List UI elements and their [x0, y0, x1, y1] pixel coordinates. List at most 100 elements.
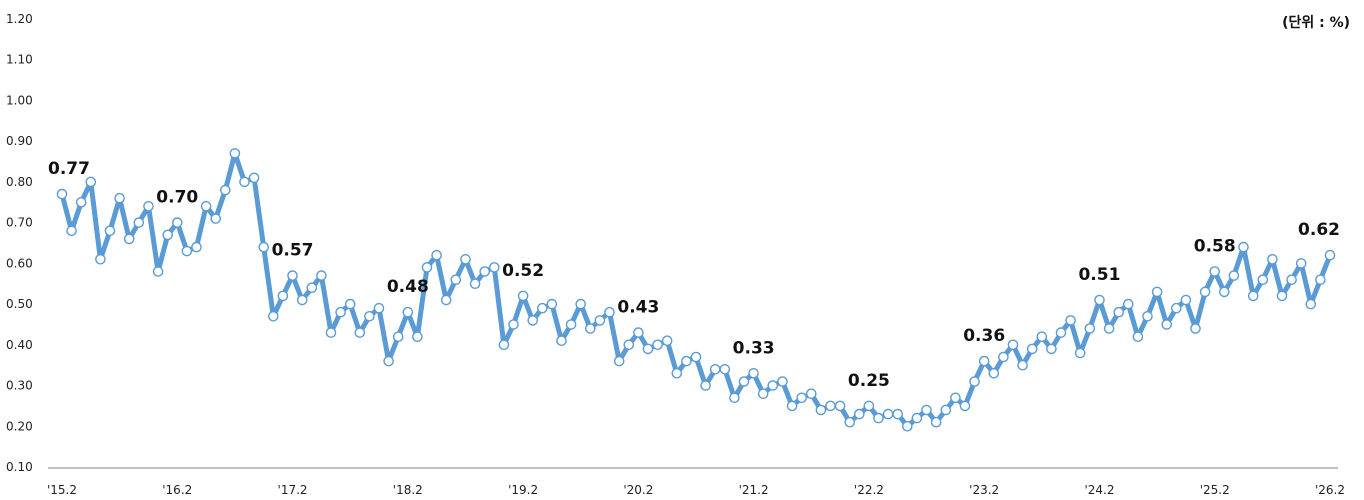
data-label: 0.57: [272, 241, 314, 261]
data-point: [344, 298, 356, 310]
data-point: [1151, 286, 1163, 298]
data-point: [95, 253, 106, 265]
data-point: [104, 225, 116, 237]
data-point: [412, 331, 423, 343]
data-point: [604, 306, 615, 318]
y-tick-label: 0.40: [6, 338, 33, 352]
data-point: [1123, 298, 1134, 310]
data-point: [844, 416, 856, 428]
data-point: [642, 343, 654, 355]
data-point: [882, 408, 894, 420]
data-point: [1199, 286, 1211, 298]
y-tick-label: 0.10: [6, 460, 33, 474]
data-point: [469, 278, 481, 290]
data-point: [316, 270, 327, 281]
data-point: [700, 380, 711, 391]
data-point: [325, 327, 337, 338]
data-point: [1065, 315, 1076, 326]
data-point: [1324, 249, 1336, 261]
x-axis-ticks: '15.2 '16.2 '17.2 '18.2 '19.2 '20.2 '21.2 '22.2…: [47, 483, 1345, 497]
data-point: [834, 400, 846, 412]
x-tick-label: '25.2: [1200, 483, 1230, 497]
data-label: 0.77: [48, 159, 90, 179]
data-point: [902, 420, 913, 432]
y-tick-label: 1.20: [6, 12, 33, 26]
data-point: [1132, 331, 1144, 343]
data-point: [988, 367, 1000, 379]
data-label: 0.58: [1194, 237, 1236, 257]
data-point: [488, 262, 500, 273]
data-point: [1036, 331, 1048, 343]
data-point: [1209, 266, 1220, 277]
x-tick-label: '22.2: [854, 483, 884, 497]
data-point: [85, 176, 97, 188]
data-point: [373, 302, 385, 314]
data-point: [239, 176, 250, 188]
data-point: [1084, 323, 1096, 334]
data-label: 0.52: [502, 261, 544, 281]
data-point: [681, 355, 692, 367]
y-tick-label: 1.00: [6, 93, 33, 107]
data-point: [66, 225, 77, 237]
data-point: [181, 245, 193, 257]
data-label: 0.25: [848, 371, 890, 391]
data-point: [892, 408, 904, 420]
data-point: [364, 310, 375, 322]
data-point: [75, 196, 87, 208]
data-point: [1142, 310, 1153, 322]
data-point: [777, 376, 788, 387]
data-point: [930, 416, 942, 428]
data-label: 0.33: [733, 338, 775, 358]
data-point: [267, 310, 279, 322]
data-point: [287, 270, 298, 281]
data-point: [623, 339, 635, 351]
x-tick-label: '23.2: [969, 483, 999, 497]
data-point: [671, 367, 683, 379]
data-point: [335, 306, 346, 318]
x-tick-label: '16.2: [162, 483, 192, 497]
data-point: [1026, 343, 1038, 355]
data-point: [508, 319, 519, 330]
data-label: 0.43: [617, 298, 659, 318]
data-point: [1257, 274, 1269, 286]
y-tick-label: 0.90: [6, 134, 33, 148]
data-point: [1190, 323, 1201, 334]
data-point: [661, 335, 673, 347]
data-point: [1007, 339, 1019, 351]
x-tick-label: '20.2: [623, 483, 653, 497]
data-label: 0.70: [156, 188, 198, 208]
data-label: 0.48: [387, 277, 429, 297]
data-point: [1103, 323, 1115, 334]
data-point: [421, 262, 433, 273]
y-tick-label: 0.60: [6, 256, 33, 270]
data-point: [1094, 294, 1105, 306]
data-point: [873, 412, 884, 424]
data-point: [143, 200, 154, 212]
data-point: [56, 188, 68, 200]
y-tick-label: 0.50: [6, 297, 33, 311]
data-point: [162, 229, 173, 241]
data-point: [911, 412, 923, 424]
data-point: [191, 241, 202, 253]
series-line: [59, 150, 1333, 429]
data-point: [248, 172, 260, 184]
data-point: [815, 404, 827, 416]
data-point: [354, 327, 366, 338]
data-point: [738, 376, 750, 387]
data-point: [296, 294, 308, 306]
data-point: [229, 148, 241, 159]
data-point: [767, 380, 779, 391]
data-point: [1074, 347, 1086, 359]
data-point: [613, 355, 625, 367]
data-point: [921, 404, 932, 416]
data-point: [585, 323, 596, 334]
data-point: [1171, 302, 1182, 314]
y-tick-label: 1.10: [6, 53, 33, 67]
data-point: [402, 306, 414, 318]
data-point: [652, 339, 663, 351]
data-point: [1046, 343, 1057, 355]
data-point: [825, 400, 836, 412]
data-labels: 0.77 0.70 0.57 0.48 0.52 0.43 0.33 0.25 0.36 0.51…: [48, 159, 1340, 391]
data-point: [498, 339, 510, 351]
